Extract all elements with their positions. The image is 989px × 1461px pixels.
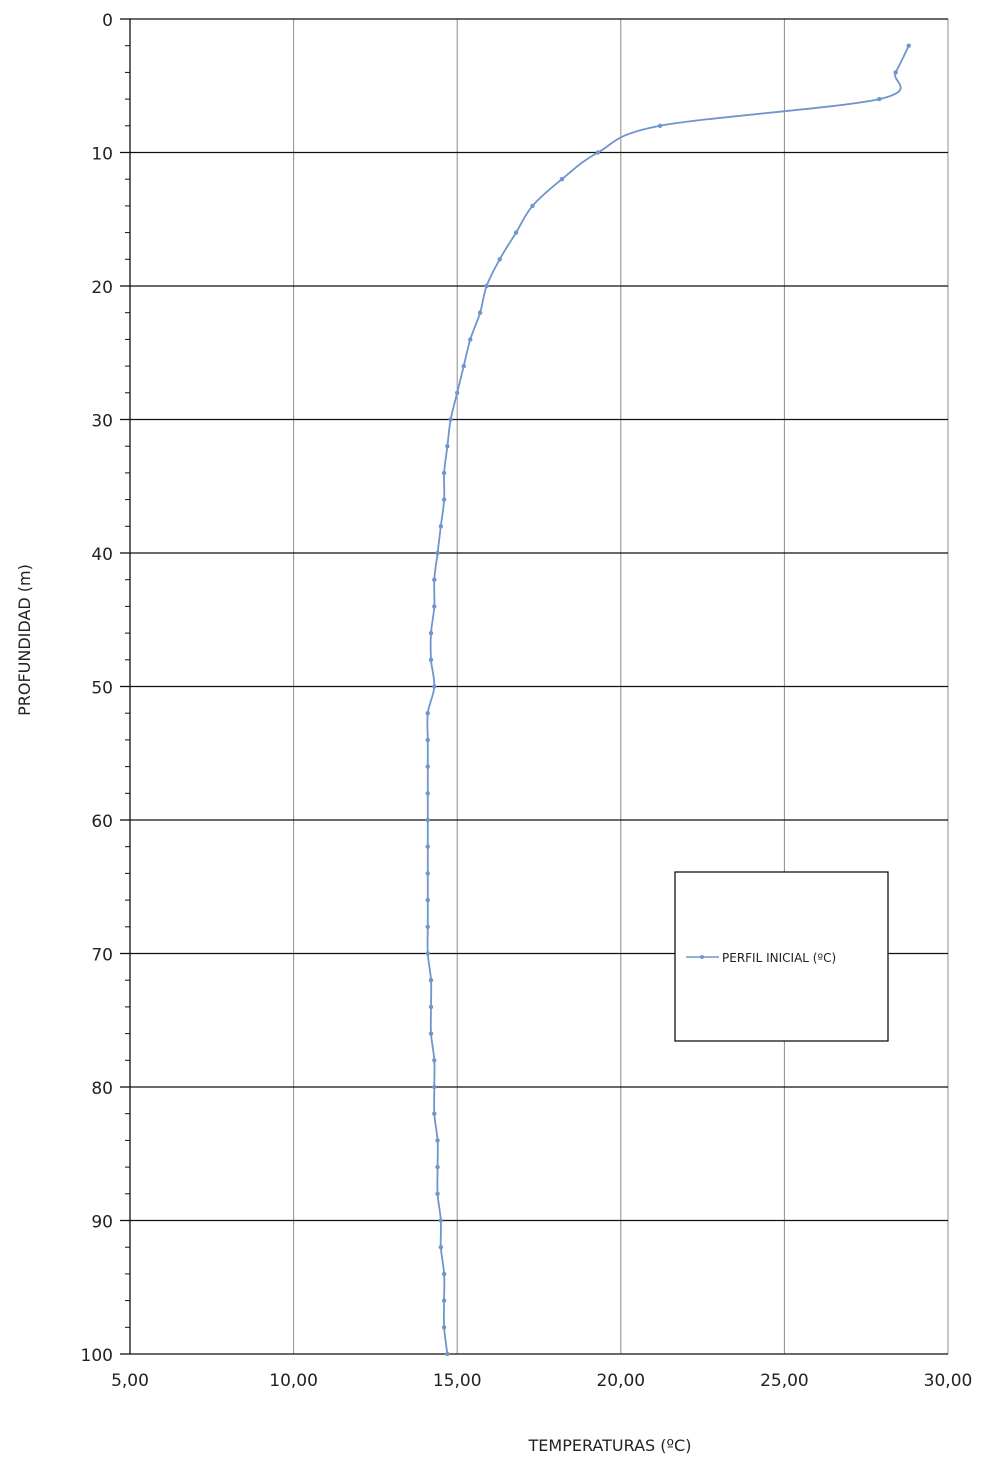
data-point: [445, 444, 450, 449]
series-line: [426, 45, 910, 1355]
data-point: [497, 257, 502, 262]
data-point: [441, 1271, 447, 1277]
data-point: [432, 1058, 437, 1063]
data-point: [432, 604, 437, 609]
data-point: [513, 230, 519, 235]
legend-entry-perfil-inicial: PERFIL INICIAL (ºC): [722, 951, 836, 965]
data-point: [877, 96, 882, 102]
data-point: [559, 177, 565, 182]
data-point: [432, 684, 437, 689]
data-point: [893, 70, 898, 75]
y-tick-label: 50: [91, 679, 113, 699]
y-tick-label: 90: [91, 1213, 113, 1233]
data-point: [906, 43, 911, 48]
data-point: [428, 657, 434, 662]
data-point: [438, 524, 444, 529]
data-point: [425, 711, 430, 716]
data-point: [441, 470, 447, 476]
y-tick-label: 30: [91, 412, 113, 432]
data-point: [438, 1218, 444, 1223]
legend: PERFIL INICIAL (ºC): [674, 871, 889, 1042]
x-tick-label: 20,00: [596, 1371, 645, 1391]
data-point: [438, 1245, 444, 1250]
data-point: [425, 791, 430, 796]
horizontal-gridlines: [130, 151, 948, 1222]
data-point: [425, 951, 430, 956]
data-point: [657, 123, 663, 128]
y-tick-label: 70: [91, 946, 113, 966]
data-point: [432, 1111, 437, 1116]
data-point: [435, 1164, 440, 1170]
y-tick-label: 0: [102, 11, 113, 31]
data-point: [441, 497, 447, 502]
x-tick-label: 25,00: [760, 1371, 809, 1391]
y-tick-label: 40: [91, 545, 113, 565]
axes: [129, 18, 948, 1355]
data-point: [428, 978, 434, 983]
data-point: [441, 1325, 447, 1330]
x-tick-label: 15,00: [433, 1371, 482, 1391]
data-point: [445, 1351, 450, 1357]
data-point: [461, 363, 466, 369]
data-point: [595, 150, 601, 155]
data-point: [530, 203, 535, 209]
data-point: [448, 417, 453, 422]
data-point: [468, 337, 473, 342]
legend-marker: [700, 955, 704, 959]
x-tick-label: 30,00: [924, 1371, 973, 1391]
data-point: [455, 390, 460, 395]
y-minor-ticks: [120, 18, 130, 1355]
y-axis-title: PROFUNDIDAD (m): [15, 564, 34, 716]
y-tick-label: 100: [81, 1346, 113, 1366]
data-point: [428, 630, 434, 636]
x-tick-label: 10,00: [269, 1371, 318, 1391]
data-point: [435, 1138, 440, 1143]
data-point: [428, 1004, 434, 1010]
data-point: [432, 577, 437, 582]
data-point: [432, 1084, 437, 1090]
y-tick-label: 80: [91, 1079, 113, 1099]
y-tick-label: 10: [91, 145, 113, 165]
data-point: [435, 1191, 440, 1197]
data-point: [425, 764, 430, 769]
data-point: [425, 844, 430, 849]
y-tick-label: 20: [91, 278, 113, 298]
series-layer: [425, 43, 911, 1357]
y-tick-labels: 0 10 20 30 40 50 60 70 80 90 100: [81, 11, 113, 1366]
data-point: [425, 737, 430, 743]
data-point: [425, 897, 430, 903]
data-point: [428, 1031, 434, 1036]
data-point: [425, 871, 430, 876]
data-point: [435, 550, 440, 556]
x-axis-title: TEMPERATURAS (ºC): [528, 1436, 692, 1455]
y-tick-label: 60: [91, 812, 113, 832]
x-tick-labels: 5,00 10,00 15,00 20,00 25,00 30,00: [111, 1371, 972, 1391]
data-point: [484, 283, 489, 289]
data-point: [477, 310, 483, 315]
data-point: [425, 924, 430, 929]
x-tick-label: 5,00: [111, 1371, 149, 1391]
data-point: [425, 817, 430, 823]
data-point: [441, 1298, 447, 1303]
